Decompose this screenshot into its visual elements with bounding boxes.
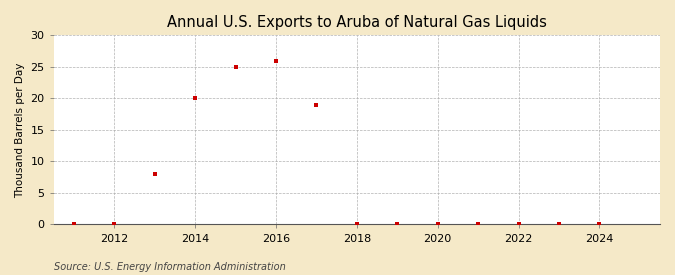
Text: Source: U.S. Energy Information Administration: Source: U.S. Energy Information Administ… [54, 262, 286, 272]
Point [392, 222, 403, 227]
Point [472, 222, 483, 227]
Point [190, 96, 200, 101]
Point [271, 58, 281, 63]
Point [352, 222, 362, 227]
Title: Annual U.S. Exports to Aruba of Natural Gas Liquids: Annual U.S. Exports to Aruba of Natural … [167, 15, 547, 30]
Point [69, 222, 80, 227]
Y-axis label: Thousand Barrels per Day: Thousand Barrels per Day [15, 62, 25, 198]
Point [149, 172, 160, 176]
Point [311, 103, 322, 107]
Point [554, 222, 564, 227]
Point [230, 65, 241, 69]
Point [594, 222, 605, 227]
Point [109, 222, 119, 227]
Point [513, 222, 524, 227]
Point [432, 222, 443, 227]
